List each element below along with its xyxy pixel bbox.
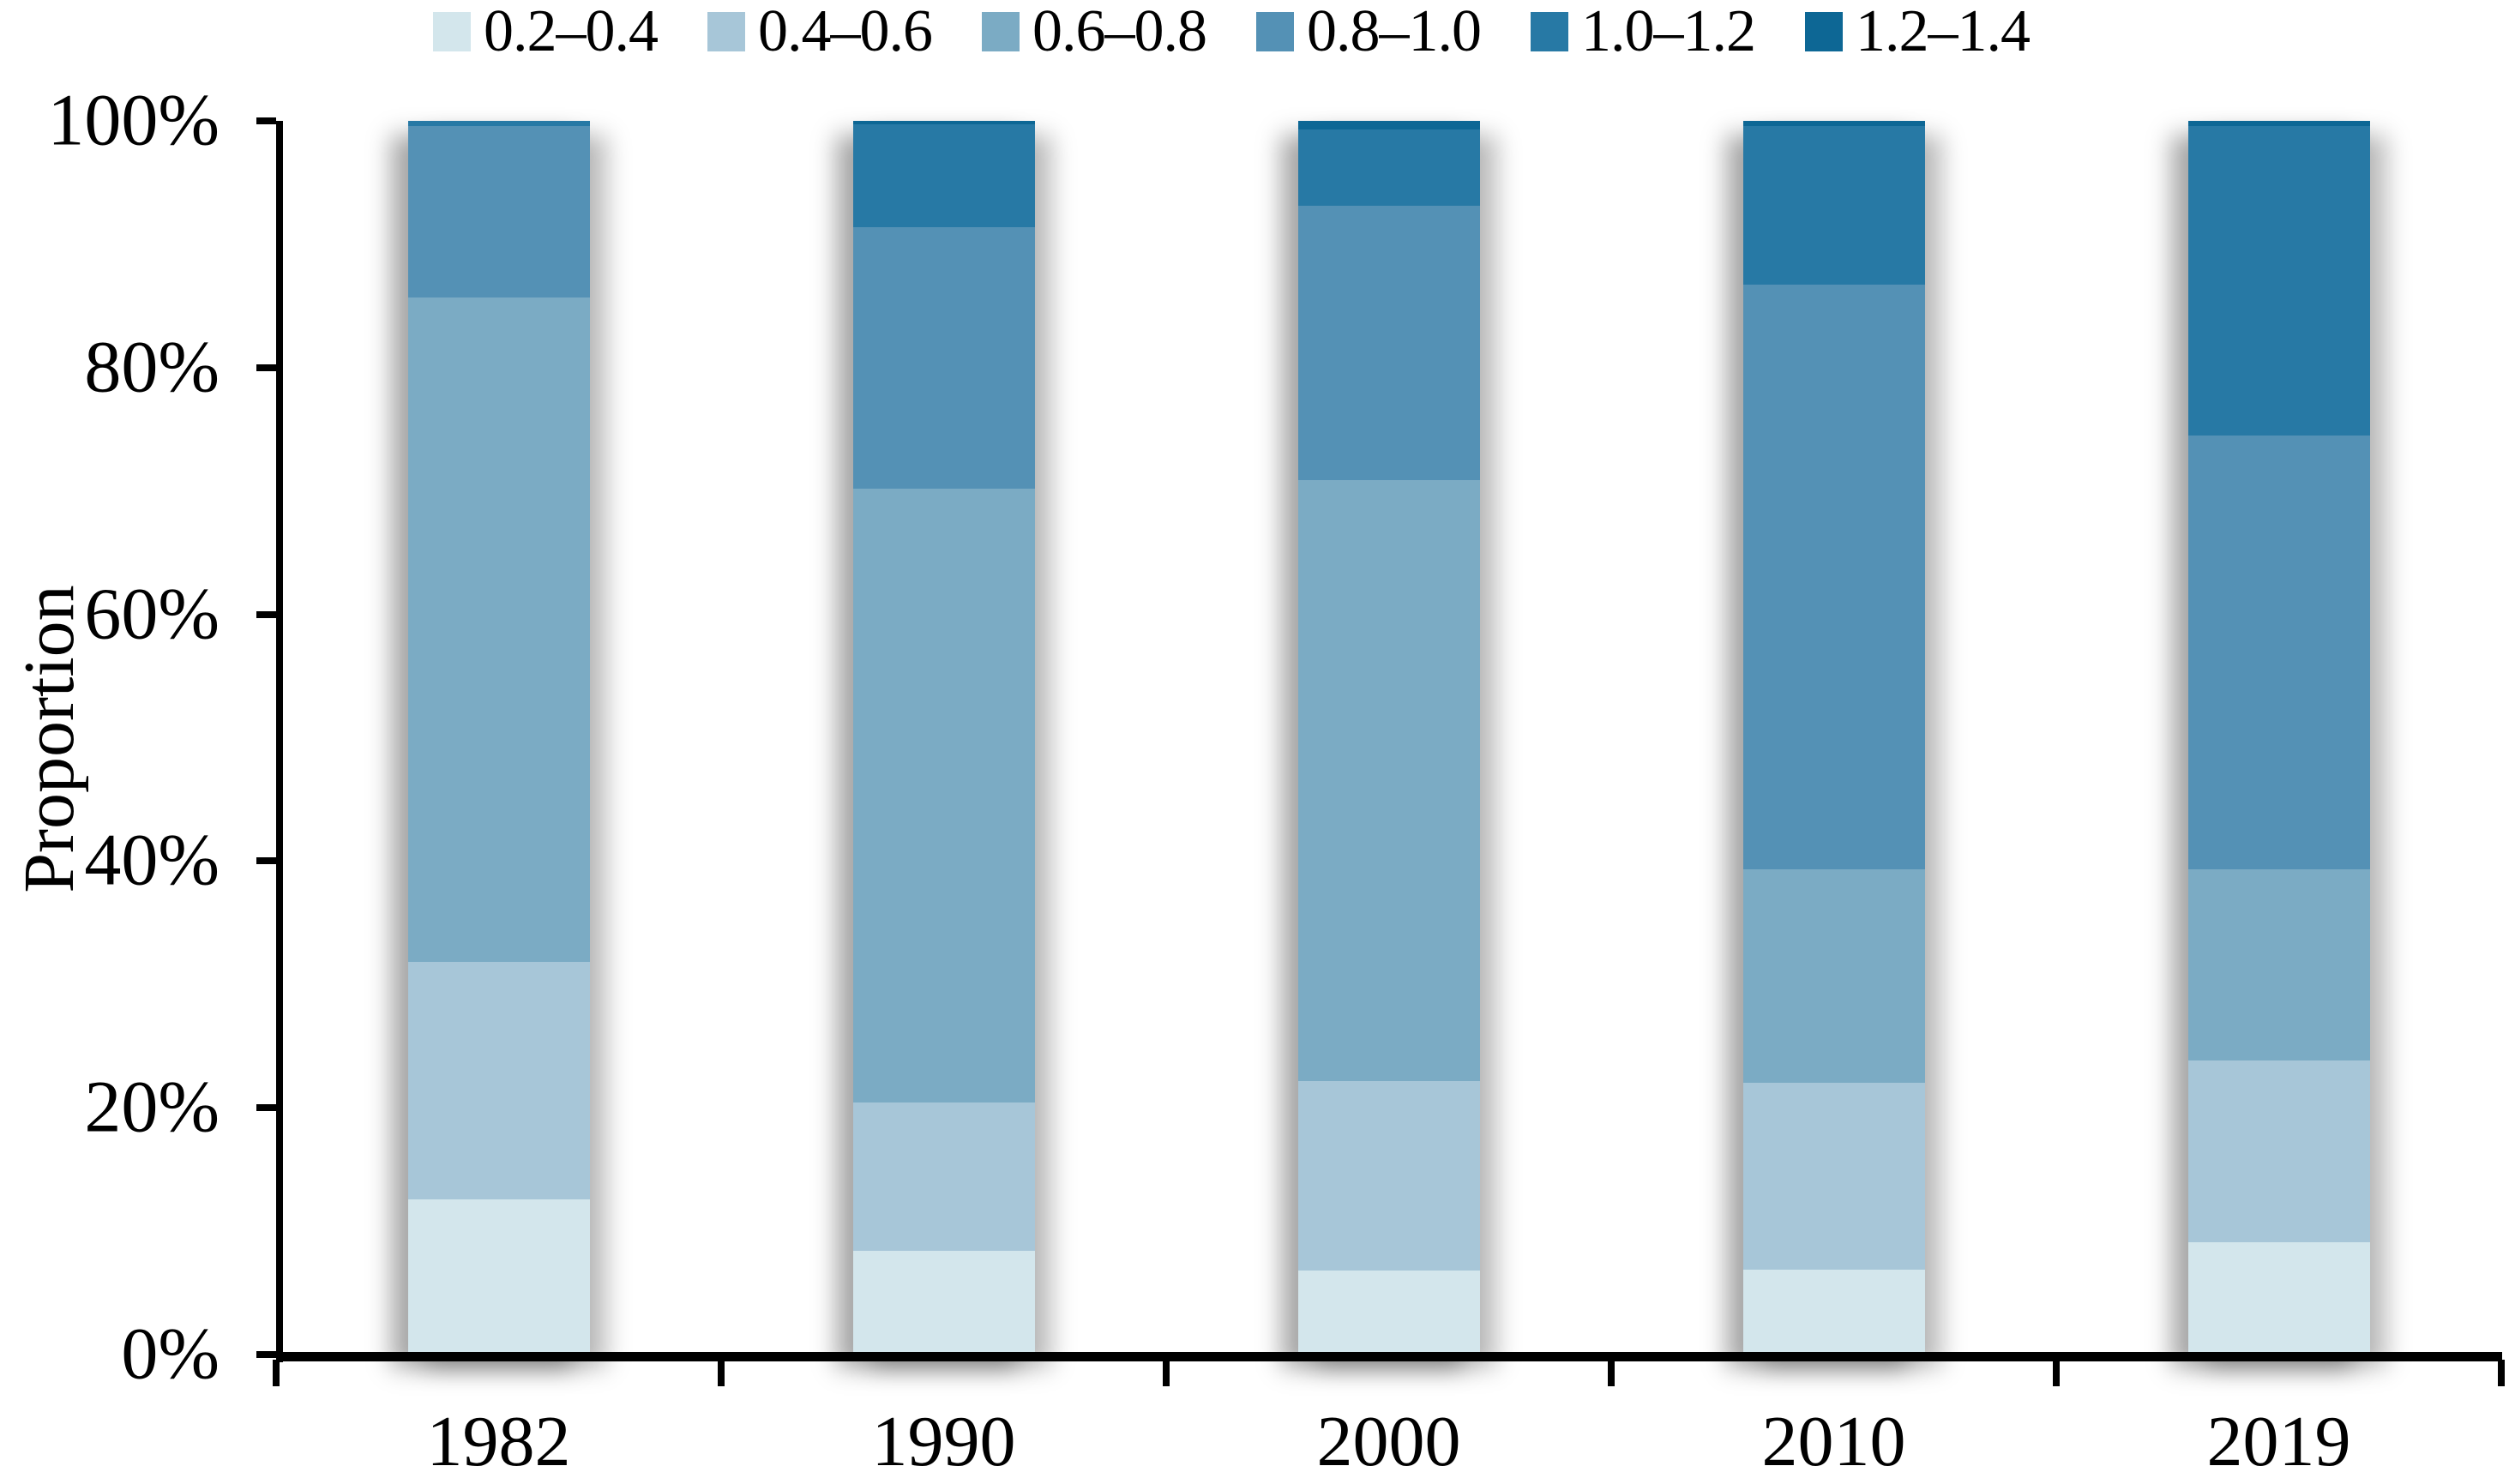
x-axis-line	[276, 1352, 2502, 1361]
bar-segment-1.0–1.2	[852, 124, 1035, 227]
legend-swatch	[707, 12, 745, 51]
legend-item: 1.2–1.4	[1805, 0, 2031, 64]
bar-segment-0.4–0.6	[1742, 1083, 1925, 1270]
bar-segment-0.8–1.0	[2187, 435, 2370, 870]
bar-segment-1.0–1.2	[1297, 129, 1480, 207]
plot-area	[276, 121, 2501, 1355]
y-tick	[256, 1104, 276, 1112]
y-tick-label: 0%	[121, 1312, 220, 1395]
legend-label: 1.0–1.2	[1581, 0, 1756, 64]
y-tick-label: 60%	[84, 571, 220, 654]
bar-segment-1.0–1.2	[2187, 125, 2370, 436]
y-tick-label: 100%	[47, 78, 220, 161]
bar-segment-1.2–1.4	[1742, 121, 1925, 126]
x-tick	[1163, 1360, 1170, 1386]
bar-2000	[1297, 121, 1480, 1355]
bar-segment-0.4–0.6	[1297, 1080, 1480, 1271]
x-tick	[718, 1360, 725, 1386]
bar-1990	[852, 121, 1035, 1355]
bar-2019	[2187, 121, 2370, 1355]
legend-item: 1.0–1.2	[1531, 0, 1756, 64]
x-tick	[1608, 1360, 1615, 1386]
bar-segment-0.8–1.0	[852, 226, 1035, 489]
bar-segment-0.2–0.4	[852, 1251, 1035, 1355]
bar-segment-1.0–1.2	[407, 121, 590, 126]
bar-segment-0.4–0.6	[852, 1102, 1035, 1252]
bar-segment-0.4–0.6	[2187, 1060, 2370, 1243]
bar-segment-0.8–1.0	[1742, 285, 1925, 870]
bar-segment-0.6–0.8	[1297, 479, 1480, 1081]
legend-label: 0.2–0.4	[484, 0, 659, 64]
bar-segment-0.2–0.4	[2187, 1242, 2370, 1355]
bar-segment-0.8–1.0	[1297, 206, 1480, 480]
bar-segment-0.6–0.8	[2187, 869, 2370, 1061]
bar-segment-0.4–0.6	[407, 962, 590, 1199]
y-axis-line	[276, 121, 283, 1362]
bar-segment-1.0–1.2	[1742, 125, 1925, 285]
legend-label: 1.2–1.4	[1856, 0, 2031, 64]
bar-segment-0.6–0.8	[407, 297, 590, 963]
bar-2010	[1742, 121, 1925, 1355]
bar-segment-0.2–0.4	[1297, 1271, 1480, 1355]
legend-item: 0.4–0.6	[707, 0, 933, 64]
y-tick	[256, 857, 276, 865]
x-cat-label: 2010	[1761, 1402, 1906, 1481]
bar-segment-0.6–0.8	[1742, 869, 1925, 1084]
bar-segment-0.2–0.4	[1742, 1269, 1925, 1355]
legend-label: 0.6–0.8	[1032, 0, 1207, 64]
bar-segment-1.2–1.4	[852, 121, 1035, 125]
x-tick	[2498, 1360, 2505, 1386]
legend-item: 0.8–1.0	[1256, 0, 1482, 64]
y-tick	[256, 363, 276, 371]
y-tick-label: 80%	[84, 325, 220, 408]
bar-segment-1.2–1.4	[1297, 121, 1480, 130]
y-tick	[256, 117, 276, 124]
legend-swatch	[982, 12, 1020, 51]
bar-segment-0.2–0.4	[407, 1199, 590, 1355]
legend-label: 0.8–1.0	[1307, 0, 1482, 64]
x-tick	[2053, 1360, 2060, 1386]
y-tick	[256, 1351, 276, 1358]
y-tick	[256, 610, 276, 618]
legend-swatch	[1805, 12, 1843, 51]
bar-segment-0.8–1.0	[407, 125, 590, 297]
x-cat-label: 2019	[2206, 1402, 2351, 1481]
legend-swatch	[1256, 12, 1294, 51]
x-cat-label: 2000	[1316, 1402, 1461, 1481]
legend-swatch	[433, 12, 471, 51]
legend: 0.2–0.4 0.4–0.6 0.6–0.8 0.8–1.0 1.0–1.2 1.2–1…	[433, 0, 2031, 64]
bar-1982	[407, 121, 590, 1355]
x-cat-label: 1982	[426, 1402, 571, 1481]
bar-segment-0.6–0.8	[852, 488, 1035, 1103]
legend-item: 0.2–0.4	[433, 0, 659, 64]
x-tick	[273, 1360, 280, 1386]
y-tick-label: 20%	[84, 1065, 220, 1148]
y-tick-label: 40%	[84, 818, 220, 901]
bar-segment-1.2–1.4	[2187, 121, 2370, 126]
x-cat-label: 1990	[871, 1402, 1016, 1481]
legend-swatch	[1531, 12, 1568, 51]
legend-label: 0.4–0.6	[758, 0, 933, 64]
legend-item: 0.6–0.8	[982, 0, 1207, 64]
